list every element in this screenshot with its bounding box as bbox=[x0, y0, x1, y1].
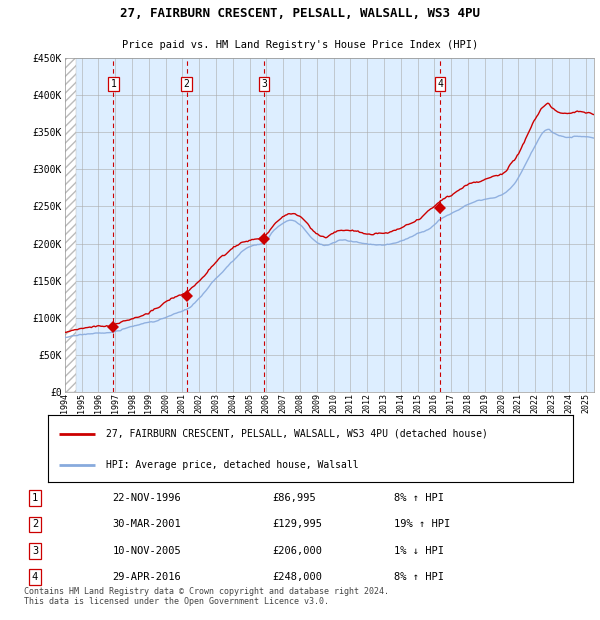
Text: £206,000: £206,000 bbox=[272, 546, 322, 556]
Text: £86,995: £86,995 bbox=[272, 494, 316, 503]
Text: 8% ↑ HPI: 8% ↑ HPI bbox=[394, 572, 444, 582]
Text: £248,000: £248,000 bbox=[272, 572, 322, 582]
Text: 4: 4 bbox=[437, 79, 443, 89]
Text: 2: 2 bbox=[184, 79, 190, 89]
Text: HPI: Average price, detached house, Walsall: HPI: Average price, detached house, Wals… bbox=[106, 460, 358, 470]
Text: 30-MAR-2001: 30-MAR-2001 bbox=[112, 520, 181, 529]
Text: 22-NOV-1996: 22-NOV-1996 bbox=[112, 494, 181, 503]
Text: 3: 3 bbox=[32, 546, 38, 556]
Text: 8% ↑ HPI: 8% ↑ HPI bbox=[394, 494, 444, 503]
Text: 2: 2 bbox=[32, 520, 38, 529]
Text: 10-NOV-2005: 10-NOV-2005 bbox=[112, 546, 181, 556]
Text: Price paid vs. HM Land Registry's House Price Index (HPI): Price paid vs. HM Land Registry's House … bbox=[122, 40, 478, 50]
Text: 3: 3 bbox=[261, 79, 267, 89]
Text: 1: 1 bbox=[32, 494, 38, 503]
Text: 27, FAIRBURN CRESCENT, PELSALL, WALSALL, WS3 4PU: 27, FAIRBURN CRESCENT, PELSALL, WALSALL,… bbox=[120, 7, 480, 20]
Text: 29-APR-2016: 29-APR-2016 bbox=[112, 572, 181, 582]
Text: 27, FAIRBURN CRESCENT, PELSALL, WALSALL, WS3 4PU (detached house): 27, FAIRBURN CRESCENT, PELSALL, WALSALL,… bbox=[106, 429, 488, 439]
Text: 1: 1 bbox=[110, 79, 116, 89]
Text: £129,995: £129,995 bbox=[272, 520, 322, 529]
Text: 19% ↑ HPI: 19% ↑ HPI bbox=[394, 520, 450, 529]
Text: 4: 4 bbox=[32, 572, 38, 582]
Text: Contains HM Land Registry data © Crown copyright and database right 2024.
This d: Contains HM Land Registry data © Crown c… bbox=[24, 587, 389, 606]
Text: 1% ↓ HPI: 1% ↓ HPI bbox=[394, 546, 444, 556]
